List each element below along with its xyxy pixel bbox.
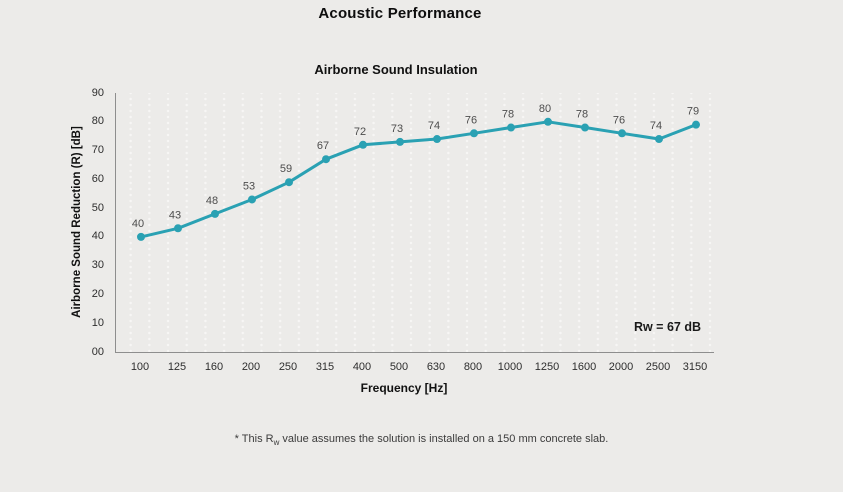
data-point-label: 72 xyxy=(354,126,366,138)
data-point-label: 73 xyxy=(391,123,403,135)
y-tick-label: 80 xyxy=(91,115,104,128)
data-point-marker xyxy=(322,155,330,164)
data-point-label: 43 xyxy=(169,209,181,221)
y-tick-label: 00 xyxy=(91,345,104,358)
series-line xyxy=(139,120,698,239)
x-tick-label: 200 xyxy=(241,361,261,373)
x-tick-label: 1250 xyxy=(534,361,560,373)
y-tick-label: 50 xyxy=(91,201,104,214)
x-tick-label: 3150 xyxy=(682,361,708,373)
data-point-label: 78 xyxy=(502,109,514,121)
plot-area: 40 43 48 53 59 67 72 73 74 76 78 80 78 76 74 79 Rw = 67… xyxy=(115,93,714,353)
data-point-marker xyxy=(655,135,663,144)
rw-annotation: Rw = 67 dB xyxy=(633,320,701,334)
data-point-label: 76 xyxy=(465,114,477,126)
data-point-label: 74 xyxy=(428,120,440,132)
data-point-marker xyxy=(507,123,515,132)
data-point-label: 53 xyxy=(243,180,255,192)
x-tick-label: 2000 xyxy=(608,361,634,373)
x-tick-label: 2500 xyxy=(645,361,671,373)
y-tick-label: 60 xyxy=(91,172,104,185)
data-point-marker xyxy=(544,117,552,126)
data-point-marker xyxy=(211,209,219,218)
data-point-marker xyxy=(692,120,700,129)
footnote-subscript: w xyxy=(273,438,280,448)
data-point-marker xyxy=(285,178,293,187)
y-tick-label: 70 xyxy=(91,144,104,157)
data-point-marker xyxy=(396,137,404,146)
data-point-label: 48 xyxy=(206,195,218,207)
data-point-label: 67 xyxy=(317,140,329,152)
x-tick-label: 500 xyxy=(389,361,409,373)
chart-svg: 40 43 48 53 59 67 72 73 74 76 78 80 78 76 74 79 xyxy=(132,103,700,241)
data-point-label: 79 xyxy=(687,106,699,118)
data-point-marker xyxy=(618,129,626,138)
page-title: Acoustic Performance xyxy=(318,5,482,22)
x-tick-label: 315 xyxy=(315,361,335,373)
y-tick-label: 40 xyxy=(91,230,104,243)
data-point-label: 59 xyxy=(280,163,292,175)
chart-title: Airborne Sound Insulation xyxy=(314,62,478,77)
y-tick-label: 10 xyxy=(91,316,104,329)
x-tick-label: 400 xyxy=(352,361,372,373)
x-tick-label: 160 xyxy=(204,361,224,373)
x-tick-label: 1000 xyxy=(497,361,523,373)
data-point-label: 76 xyxy=(613,114,625,126)
data-point-marker xyxy=(174,224,182,233)
data-point-label: 80 xyxy=(539,103,551,115)
x-tick-label: 800 xyxy=(463,361,483,373)
data-point-marker xyxy=(470,129,478,138)
y-tick-label: 20 xyxy=(91,287,104,300)
x-tick-label: 100 xyxy=(130,361,150,373)
x-tick-label: 125 xyxy=(167,361,187,373)
x-tick-label: 1600 xyxy=(571,361,597,373)
x-axis-label: Frequency [Hz] xyxy=(360,381,448,395)
y-tick-label: 30 xyxy=(91,259,104,272)
data-point-marker xyxy=(581,123,589,132)
data-point-marker xyxy=(433,135,441,144)
data-point-label: 40 xyxy=(132,218,144,230)
x-tick-label: 250 xyxy=(278,361,298,373)
x-tick-label: 630 xyxy=(426,361,446,373)
data-point-label: 74 xyxy=(650,120,662,132)
footnote-text-suffix: value assumes the solution is installed … xyxy=(279,433,609,445)
data-point-label: 78 xyxy=(576,109,588,121)
data-point-marker xyxy=(359,140,367,149)
y-tick-label: 90 xyxy=(91,86,104,99)
data-point-marker xyxy=(248,195,256,204)
data-point-marker xyxy=(137,232,145,241)
footnote-text-prefix: * This R xyxy=(234,433,274,445)
footnote: * This Rw value assumes the solution is … xyxy=(0,433,843,447)
